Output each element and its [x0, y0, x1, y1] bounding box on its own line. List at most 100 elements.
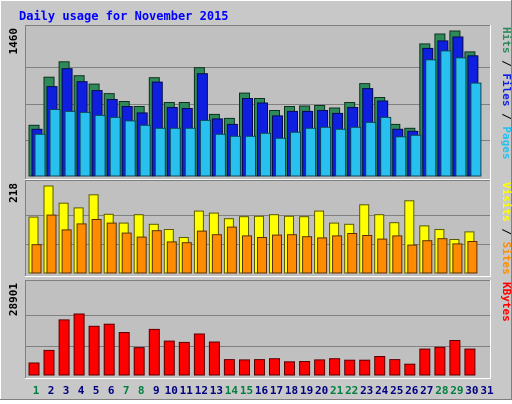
x-tick-label-day-1: 1	[33, 384, 40, 397]
bar-kbytes-day-18	[284, 361, 295, 376]
bar-pages-day-30	[470, 82, 482, 177]
x-tick-label-day-30: 30	[465, 384, 478, 397]
bar-sites-day-29	[452, 243, 463, 274]
bar-kbytes-day-8	[133, 347, 145, 376]
x-tick-label-day-5: 5	[93, 384, 100, 397]
x-tick-label-day-24: 24	[375, 384, 389, 397]
bar-sites-day-15	[242, 235, 252, 274]
bar-kbytes-day-12	[193, 333, 205, 376]
bar-kbytes-day-24	[374, 356, 386, 376]
x-tick-label-day-17: 17	[270, 384, 283, 397]
panel-kbytes-legend: KBytes	[500, 282, 512, 322]
bar-pages-day-11	[184, 127, 196, 177]
bar-pages-day-29	[455, 57, 467, 177]
bar-kbytes-day-13	[208, 341, 220, 376]
x-tick-label-day-7: 7	[123, 384, 130, 397]
bar-pages-day-22	[350, 126, 362, 177]
x-tick-label-day-10: 10	[165, 384, 178, 397]
bar-pages-day-20	[320, 126, 332, 177]
bar-sites-day-2	[46, 214, 57, 274]
bar-sites-day-16	[257, 237, 267, 274]
bar-pages-day-19	[305, 127, 317, 177]
panel-hits-legend: Hits / Files / Pages	[500, 27, 512, 160]
bar-pages-day-16	[260, 132, 271, 177]
bar-sites-day-30	[467, 241, 478, 274]
x-tick-label-day-25: 25	[390, 384, 403, 397]
bar-pages-day-8	[139, 124, 151, 177]
legend-separator: /	[500, 107, 512, 127]
bar-sites-day-17	[272, 234, 282, 274]
bar-pages-day-1	[34, 133, 46, 177]
x-axis-tick-labels: 1 2 3 4 5 6 7 8 9 10 11 12 13 14 15 16 17 18 19 20 21 22 23 24 2…	[33, 384, 494, 397]
x-tick-label-day-21: 21	[330, 384, 344, 397]
bar-kbytes-day-6	[103, 323, 115, 376]
bar-kbytes-day-7	[118, 332, 130, 376]
bar-sites-day-1	[31, 244, 42, 274]
x-tick-label-day-26: 26	[405, 384, 419, 397]
bar-pages-day-4	[79, 111, 91, 177]
x-tick-label-day-22: 22	[345, 384, 358, 397]
bar-sites-day-23	[362, 235, 373, 274]
bar-kbytes-day-22	[344, 359, 356, 376]
bar-pages-day-7	[124, 120, 136, 177]
bar-sites-day-8	[136, 236, 147, 274]
legend-entry-sites: Sites	[500, 242, 512, 275]
panel-visits-y-max-label: 218	[7, 183, 20, 203]
bar-sites-day-5	[91, 219, 102, 274]
bar-sites-day-25	[392, 235, 403, 274]
x-tick-label-day-3: 3	[63, 384, 70, 397]
bar-kbytes-day-1	[28, 362, 40, 376]
bar-pages-day-3	[64, 110, 76, 177]
legend-entry-pages: Pages	[500, 126, 512, 159]
bar-kbytes-day-9	[148, 328, 160, 376]
bar-kbytes-day-30	[464, 348, 476, 376]
x-tick-label-day-15: 15	[240, 384, 253, 397]
bar-sites-day-20	[317, 237, 328, 274]
x-tick-label-day-20: 20	[315, 384, 328, 397]
bar-kbytes-day-16	[254, 359, 265, 376]
chart-panels: 1460 Hits / Files / Pages 218 Visits / Site…	[7, 25, 512, 379]
x-tick-label-day-18: 18	[285, 384, 298, 397]
panel-visits-legend: Visits / Sites	[500, 182, 512, 275]
bar-sites-day-7	[121, 232, 132, 274]
bar-pages-day-23	[365, 121, 377, 177]
bar-pages-day-9	[154, 127, 166, 177]
bar-kbytes-day-11	[178, 341, 190, 376]
x-tick-label-day-13: 13	[210, 384, 223, 397]
bar-kbytes-day-14	[223, 359, 235, 376]
x-tick-label-day-9: 9	[153, 384, 160, 397]
bar-pages-day-21	[335, 128, 347, 177]
legend-entry-visits: Visits	[500, 182, 512, 222]
x-tick-label-day-8: 8	[138, 384, 145, 397]
bar-sites-day-18	[287, 234, 297, 274]
bar-pages-day-2	[49, 109, 61, 177]
bar-kbytes-day-20	[314, 359, 326, 376]
x-tick-label-day-11: 11	[180, 384, 194, 397]
bar-sites-day-27	[422, 240, 433, 274]
bar-pages-day-25	[395, 136, 407, 177]
legend-entry-hits: Hits	[500, 27, 512, 54]
bar-pages-day-15	[245, 135, 256, 177]
legend-entry-files: Files	[500, 73, 512, 106]
bar-sites-day-19	[302, 236, 313, 274]
panel-hits: 1460 Hits / Files / Pages	[7, 25, 512, 180]
bar-pages-day-14	[229, 135, 241, 177]
bar-sites-day-6	[106, 222, 117, 274]
x-tick-label-day-27: 27	[420, 384, 433, 397]
bar-pages-day-27	[425, 59, 437, 177]
chart-title: Daily usage for November 2015	[19, 9, 229, 23]
bar-sites-day-12	[196, 230, 207, 274]
x-tick-label-day-19: 19	[300, 384, 313, 397]
bar-pages-day-28	[440, 50, 452, 177]
bar-kbytes-day-26	[404, 363, 416, 376]
bar-pages-day-17	[275, 137, 286, 177]
bar-sites-day-4	[76, 223, 87, 274]
bar-pages-day-5	[94, 114, 106, 177]
x-tick-label-day-4: 4	[78, 384, 85, 397]
bar-kbytes-day-5	[88, 325, 100, 376]
panel-kbytes-y-max-label: 28901	[7, 283, 20, 316]
bar-kbytes-day-29	[449, 340, 461, 376]
bar-sites-day-22	[347, 233, 358, 274]
panel-hits-y-max-label: 1460	[7, 28, 20, 55]
x-tick-label-day-14: 14	[225, 384, 239, 397]
